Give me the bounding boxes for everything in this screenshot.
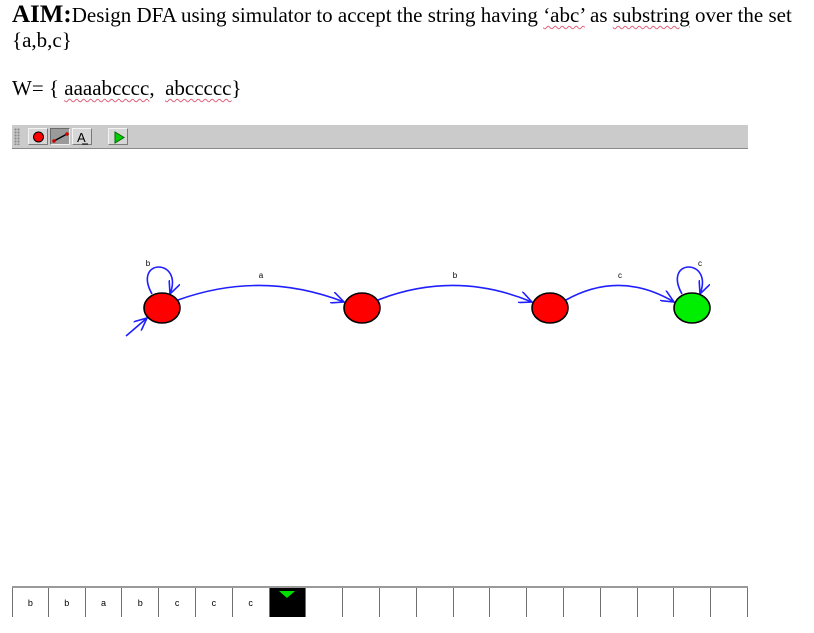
tape-cell[interactable]	[674, 588, 712, 617]
aim-text-2: as	[584, 3, 613, 27]
tape-symbol: c	[211, 597, 217, 608]
aim-text: AIM:Design DFA using simulator to accept…	[12, 2, 802, 53]
tape-cell[interactable]	[638, 588, 675, 617]
svg-text:A: A	[77, 130, 86, 145]
tape-cell[interactable]: c	[233, 588, 270, 617]
tape-cell[interactable]	[601, 588, 638, 617]
self-loop-label: b	[146, 259, 151, 268]
tape-cell[interactable]: b	[12, 588, 49, 617]
tape-cell[interactable]: b	[49, 588, 86, 617]
red-circle-icon	[33, 131, 44, 143]
label-tool[interactable]: A	[72, 128, 92, 145]
tape-cell[interactable]: c	[159, 588, 196, 617]
transition-label: b	[453, 271, 458, 280]
tape-symbol: b	[137, 597, 143, 608]
run-tool[interactable]	[108, 128, 128, 145]
strings-line: W= { aaaabcccc, abccccc}	[12, 76, 242, 101]
transition-label: c	[618, 271, 622, 280]
tape-cell[interactable]	[380, 588, 417, 617]
text-A-icon: A	[77, 130, 88, 145]
strings-prefix: W= {	[12, 76, 65, 100]
state-q3-final[interactable]	[673, 292, 711, 324]
transition-label: a	[259, 271, 264, 280]
transition-q2-q3[interactable]	[565, 284, 674, 302]
toolbar-grip[interactable]	[14, 128, 20, 145]
tape-cell[interactable]	[527, 588, 564, 617]
aim-text-3: over the set {a,b,c}	[12, 3, 792, 52]
string-first: aaaabcccc	[64, 76, 150, 100]
green-play-icon	[114, 131, 125, 144]
tape-head-cell[interactable]	[269, 588, 307, 617]
aim-word-substring: substring	[612, 3, 690, 27]
aim-label: AIM:	[12, 1, 72, 28]
strings-sep: ,	[149, 76, 166, 100]
tape-cell[interactable]	[417, 588, 454, 617]
tape-cell[interactable]	[306, 588, 344, 617]
tape-head-icon	[279, 591, 296, 598]
transition-q1-q2[interactable]	[377, 284, 532, 302]
string-second: abccccc	[165, 76, 232, 100]
state-q1[interactable]	[343, 292, 381, 324]
state-tool[interactable]	[28, 128, 48, 145]
transition-q0-q1[interactable]	[177, 284, 344, 302]
tape-cell[interactable]: b	[122, 588, 160, 617]
self-loop-label: c	[698, 259, 702, 268]
simulator-toolbar: A	[12, 125, 748, 149]
tape-symbol: c	[248, 597, 253, 608]
aim-text-1: Design DFA using simulator to accept the…	[71, 3, 544, 27]
tape-symbol: c	[174, 597, 180, 608]
tape-cell[interactable]	[564, 588, 601, 617]
aim-substring-abc: ‘abc’	[543, 3, 585, 27]
state-q0[interactable]	[143, 292, 181, 324]
arrow-line-icon	[52, 132, 69, 143]
transition-tool[interactable]	[50, 128, 70, 145]
automaton-canvas[interactable]: a b c b c	[0, 150, 814, 580]
tape-cell[interactable]	[490, 588, 528, 617]
tape-cell[interactable]	[454, 588, 491, 617]
tape-cell[interactable]	[343, 588, 380, 617]
tape-cell[interactable]: c	[196, 588, 233, 617]
state-q2[interactable]	[531, 292, 569, 324]
tape-cell[interactable]: a	[86, 588, 123, 617]
strings-suffix: }	[231, 76, 242, 100]
tape-symbol: b	[27, 597, 33, 608]
tape-symbol: a	[100, 597, 106, 608]
tape-cell[interactable]	[711, 588, 748, 617]
self-loop-q3[interactable]	[676, 266, 702, 294]
start-arrow	[125, 318, 147, 337]
tape-symbol: b	[64, 597, 70, 608]
self-loop-q0[interactable]	[146, 266, 172, 294]
